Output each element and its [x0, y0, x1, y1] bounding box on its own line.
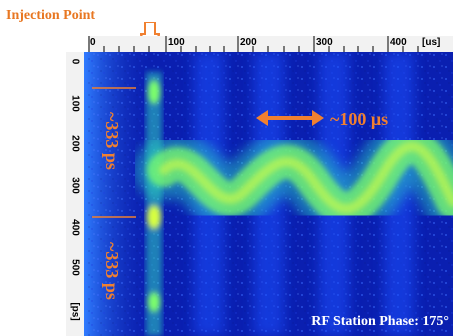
y-tick-200: 200 [69, 135, 81, 152]
y-tick-300: 300 [69, 177, 81, 194]
x-tick-100: 100 [168, 37, 185, 48]
streak-camera-image: ~333 ps ~333 ps ~100 μs RF Station Phase… [84, 52, 453, 336]
double-arrow-icon [256, 110, 324, 126]
phase-axis-ruler: 0 100 200 300 400 500 [ps] [66, 52, 85, 336]
period-label-bottom: ~333 ps [102, 242, 122, 300]
y-tick-400: 400 [69, 219, 81, 236]
streak-svg: ~333 ps ~333 ps ~100 μs [84, 52, 453, 336]
y-tick-500: 500 [69, 259, 81, 276]
y-tick-100: 100 [69, 95, 81, 112]
span-label: ~100 μs [330, 109, 388, 129]
x-unit: [us] [422, 37, 441, 48]
x-tick-300: 300 [316, 37, 333, 48]
x-tick-0: 0 [90, 37, 96, 48]
period-label-top: ~333 ps [102, 112, 122, 170]
y-unit: [ps] [69, 302, 81, 321]
time-axis-ruler: 0 100 200 300 400 [us] [88, 36, 453, 53]
x-tick-marks [88, 36, 419, 52]
x-tick-200: 200 [240, 37, 257, 48]
injection-point-label: Injection Point [6, 8, 96, 23]
rf-phase-label: RF Station Phase: 175° [311, 314, 449, 329]
y-tick-0: 0 [69, 58, 81, 65]
x-tick-400: 400 [390, 37, 407, 48]
